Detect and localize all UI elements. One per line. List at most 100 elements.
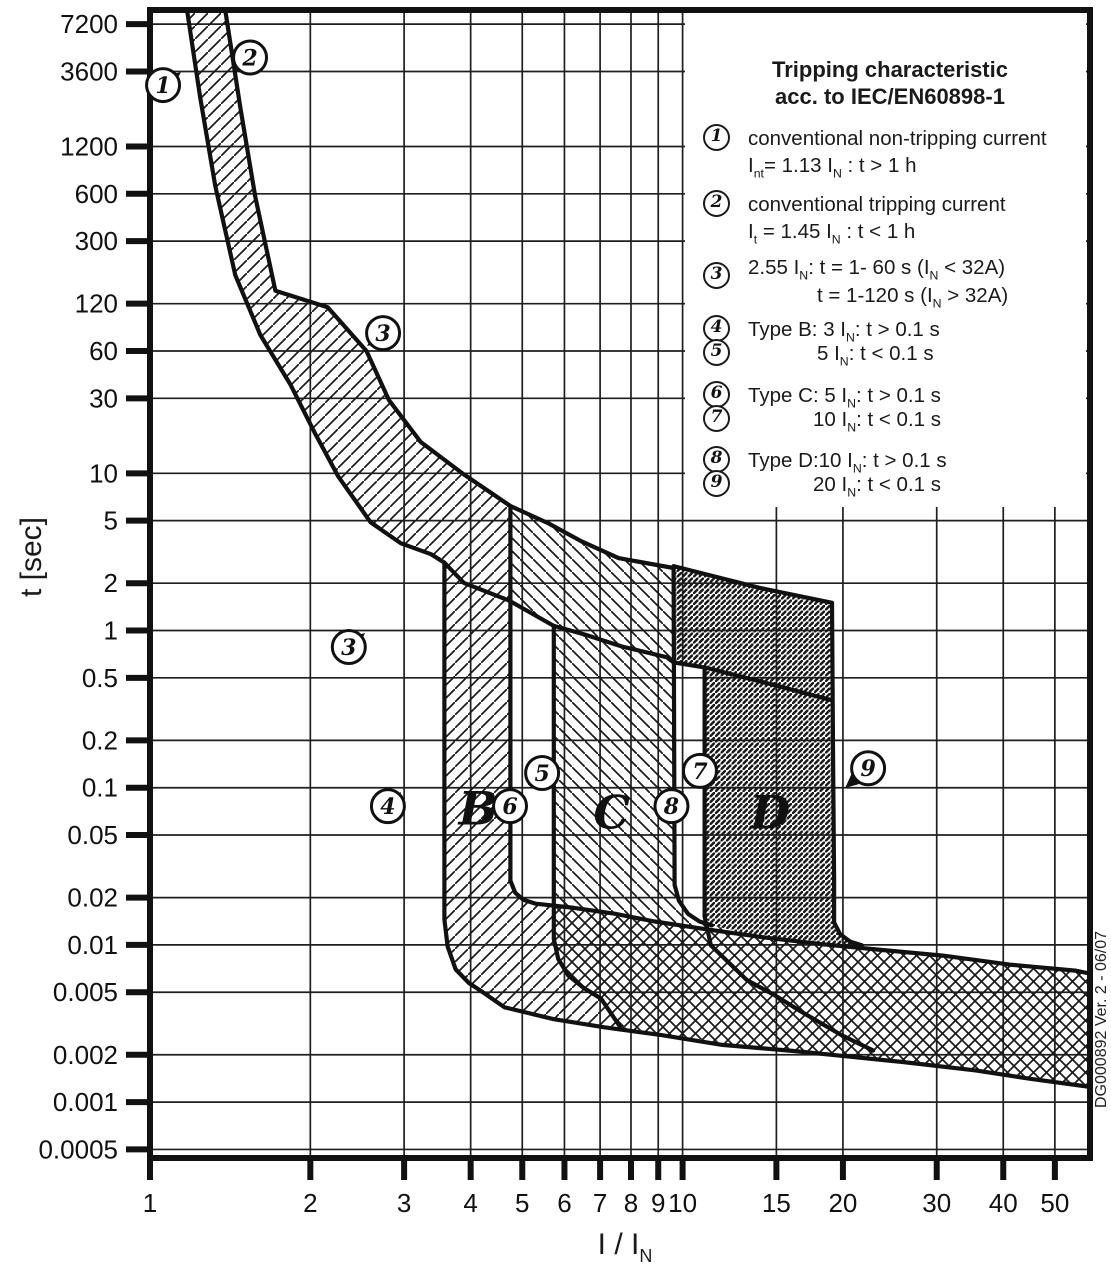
- x-tick-label: 1: [143, 1188, 157, 1218]
- x-tick-label: 6: [557, 1188, 571, 1218]
- legend-item-number: 3: [703, 261, 730, 289]
- y-tick-label: 0.2: [82, 725, 118, 755]
- y-tick-label: 0.001: [53, 1087, 118, 1117]
- curve-type-d-lower-tail: [702, 914, 876, 1053]
- legend-item-number: 6: [703, 380, 730, 408]
- x-tick-label: 40: [989, 1188, 1018, 1218]
- marker-number: 5: [534, 761, 549, 787]
- x-tick-label: 2: [303, 1188, 317, 1218]
- y-tick-label: 2: [104, 568, 118, 598]
- marker-circle: [365, 315, 402, 352]
- y-axis-title: t [sec]: [15, 516, 48, 598]
- y-tick-label: 0.002: [53, 1040, 118, 1070]
- y-tick-label: 5: [104, 506, 118, 536]
- legend-item-text: 2.55 IN: t = 1- 60 s (IN < 32A): [748, 256, 1006, 283]
- document-code: DG000892 Ver. 2 - 06/07: [1093, 930, 1110, 1108]
- y-tick-label: 0.0005: [38, 1134, 118, 1164]
- legend-item-number: 8: [703, 445, 730, 473]
- curve-upper-instantaneous-tail: [508, 878, 1090, 976]
- marker-circle: [369, 788, 406, 825]
- marker-number: 4: [380, 794, 395, 820]
- legend-item-text: conventional non-tripping current: [748, 127, 1047, 150]
- x-tick-label: 30: [922, 1188, 951, 1218]
- legend-item-text: 5 IN: t < 0.1 s: [817, 342, 934, 369]
- marker-circle: [681, 752, 718, 789]
- marker-circle: [492, 788, 529, 825]
- legend-item-text: Int= 1.13 IN : t > 1 h: [748, 154, 917, 181]
- legend-item-text: 20 IN: t < 0.1 s: [813, 473, 941, 500]
- y-tick-label: 10: [89, 458, 118, 488]
- marker-number: 1: [155, 73, 170, 99]
- legend-item-number: 2: [703, 189, 730, 217]
- legend-title-line2: acc. to IEC/EN60898-1: [775, 84, 1005, 109]
- legend-background: [685, 13, 1086, 507]
- y-tick-label: 0.005: [53, 977, 118, 1007]
- x-tick-label: 9: [651, 1188, 665, 1218]
- marker-number: 9: [860, 756, 875, 782]
- region-band-type-d: [673, 566, 862, 946]
- y-tick-label: 30: [89, 383, 118, 413]
- legend-item-text: conventional tripping current: [748, 193, 1006, 216]
- marker-circle: [330, 629, 367, 666]
- y-tick-label: 60: [89, 336, 118, 366]
- curve-type-b-left-3In-and-lower-tail: [442, 560, 1090, 1089]
- legend-item-text: 10 IN: t < 0.1 s: [813, 408, 941, 435]
- legend-title-line1: Tripping characteristic: [772, 57, 1008, 82]
- curve-type-c-right-10In: [671, 565, 714, 928]
- marker-number: 2: [241, 45, 257, 71]
- marker-circle: [145, 67, 182, 104]
- legend-item-number: 5: [703, 338, 730, 366]
- legend-item-text: t = 1-120 s (IN > 32A): [817, 284, 1009, 311]
- legend-item-number: 9: [703, 469, 730, 497]
- legend-item-number: 4: [703, 314, 730, 342]
- band-letter-c: C: [593, 785, 630, 839]
- x-tick-label: 7: [593, 1188, 607, 1218]
- x-tick-label: 50: [1040, 1188, 1069, 1218]
- legend-item-text: Type C: 5 IN: t > 0.1 s: [748, 384, 941, 411]
- legend-item-number: 7: [703, 404, 730, 432]
- marker-circle: [524, 755, 561, 792]
- marker-number: 8: [663, 794, 679, 820]
- y-tick-label: 120: [75, 289, 118, 319]
- curve-type-d-top: [671, 564, 835, 605]
- marker-number: 3: [341, 635, 356, 661]
- y-tick-label: 0.05: [67, 820, 118, 850]
- curve-limit-1.45-In: [223, 10, 676, 571]
- legend-item-text: It = 1.45 IN : t < 1 h: [748, 220, 916, 247]
- y-tick-label: 600: [75, 179, 118, 209]
- marker-circle: [232, 39, 269, 76]
- x-tick-label: 20: [828, 1188, 857, 1218]
- x-axis-title: I / IN: [597, 1228, 653, 1267]
- legend-item-number: 1: [703, 123, 730, 151]
- x-tick-label: 15: [762, 1188, 791, 1218]
- y-tick-label: 1: [104, 616, 118, 646]
- x-tick-label: 8: [624, 1188, 638, 1218]
- x-tick-label: 5: [515, 1188, 529, 1218]
- marker-circle: [850, 750, 887, 787]
- y-tick-label: 0.1: [82, 773, 118, 803]
- band-letter-b: B: [457, 781, 498, 835]
- x-tick-label: 3: [397, 1188, 411, 1218]
- marker-number: 6: [502, 794, 517, 820]
- legend-item-text: Type B: 3 IN: t > 0.1 s: [748, 318, 940, 345]
- legend-item-text: Type D:10 IN: t > 0.1 s: [748, 449, 947, 476]
- band-letter-d: D: [748, 785, 790, 839]
- marker-number: 3: [375, 321, 390, 347]
- x-tick-label: 10: [668, 1188, 697, 1218]
- y-tick-label: 1200: [60, 131, 118, 161]
- y-tick-label: 0.01: [67, 930, 118, 960]
- y-tick-label: 7200: [60, 9, 118, 39]
- curve-type-d-right-20In: [829, 600, 864, 948]
- region-band-type-c: [509, 506, 1090, 1087]
- curve-type-c-left-5In: [551, 623, 623, 1030]
- y-tick-label: 300: [75, 226, 118, 256]
- x-tick-label: 4: [463, 1188, 477, 1218]
- marker-circle: [653, 788, 690, 825]
- curve-limit-1.13-In: [185, 10, 835, 703]
- y-tick-label: 0.5: [82, 663, 118, 693]
- y-tick-label: 0.02: [67, 883, 118, 913]
- marker-number: 7: [692, 759, 708, 785]
- y-tick-label: 3600: [60, 56, 118, 86]
